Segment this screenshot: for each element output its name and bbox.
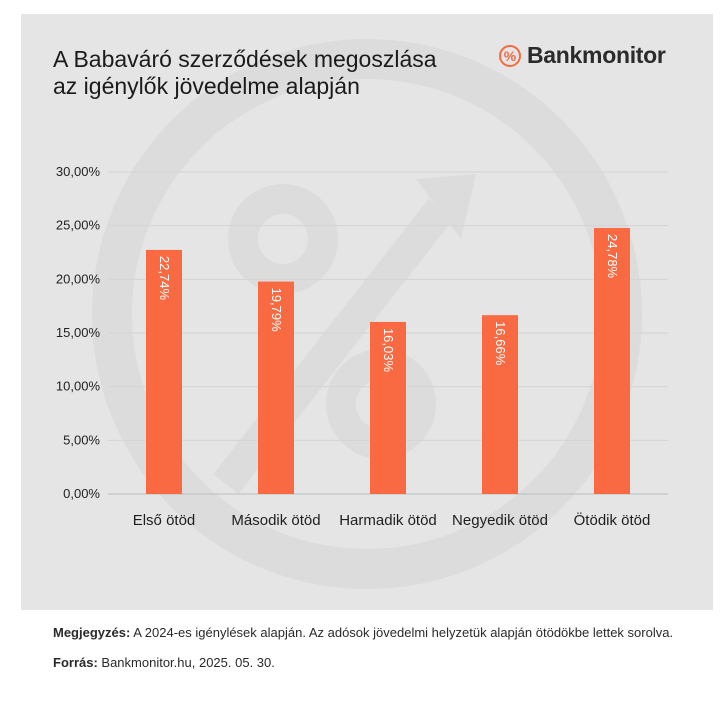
- bar-chart: 0,00% 5,00% 10,00% 15,00% 20,00% 25,00% 30,00%…: [56, 164, 668, 529]
- percent-icon: %: [499, 44, 521, 67]
- data-label: 24,78%: [605, 234, 620, 279]
- note-text: A 2024-es igénylések alapján. Az adósok …: [130, 625, 674, 640]
- bar: [482, 315, 518, 494]
- bar: [146, 249, 182, 494]
- data-label: 16,03%: [381, 328, 396, 373]
- x-tick-label: Ötödik ötöd: [574, 511, 651, 529]
- y-tick-label: 25,00%: [56, 218, 101, 233]
- brand-name: Bankmonitor: [527, 42, 666, 68]
- y-tick-label: 20,00%: [56, 271, 101, 286]
- x-tick-label: Második ötöd: [231, 512, 320, 529]
- bar: [258, 281, 294, 494]
- data-label: 16,66%: [493, 321, 508, 366]
- note: Megjegyzés: A 2024-es igénylések alapján…: [53, 624, 693, 641]
- y-tick-label: 5,00%: [63, 432, 100, 447]
- x-tick-label: Első ötöd: [133, 512, 196, 529]
- y-tick-label: 10,00%: [56, 379, 101, 394]
- bar: [594, 228, 630, 494]
- x-tick-label: Harmadik ötöd: [339, 512, 437, 529]
- source-label: Forrás:: [53, 655, 98, 670]
- source-text: Bankmonitor.hu, 2025. 05. 30.: [97, 655, 275, 670]
- bar: [370, 321, 406, 494]
- source: Forrás: Bankmonitor.hu, 2025. 05. 30.: [53, 654, 693, 671]
- footnotes: Megjegyzés: A 2024-es igénylések alapján…: [53, 624, 693, 684]
- data-label: 19,79%: [269, 288, 284, 333]
- x-tick-label: Negyedik ötöd: [452, 512, 548, 529]
- y-tick-label: 30,00%: [56, 164, 101, 179]
- page-title: A Babaváró szerződések megoszlása az igé…: [53, 46, 493, 100]
- y-tick-label: 15,00%: [56, 325, 101, 340]
- y-tick-label: 0,00%: [63, 486, 100, 501]
- title-line-1: A Babaváró szerződések megoszlása: [53, 46, 437, 72]
- note-label: Megjegyzés:: [53, 625, 131, 640]
- title-line-2: az igénylők jövedelme alapján: [53, 73, 360, 99]
- data-label: 22,74%: [157, 256, 172, 301]
- brand-logo: % Bankmonitor: [499, 42, 666, 69]
